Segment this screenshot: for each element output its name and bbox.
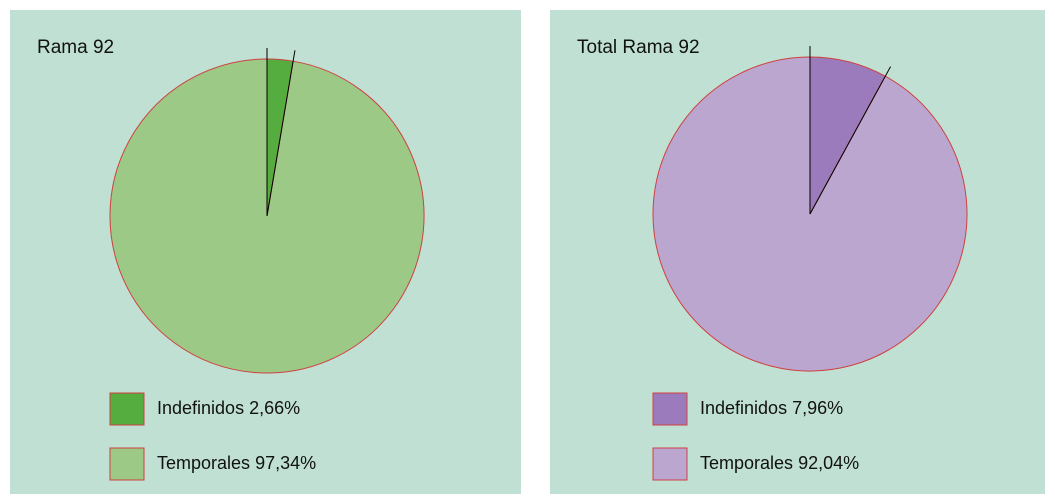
legend-name: Temporales [700, 453, 793, 473]
chart-title: Total Rama 92 [577, 37, 700, 58]
chart-title: Rama 92 [37, 37, 114, 58]
slice-edge [266, 50, 296, 217]
legend-value: 7,96% [792, 398, 843, 418]
legend-entry: Temporales 92,04% [700, 453, 859, 473]
legend-entry: Indefinidos 7,96% [700, 398, 843, 418]
slice-edge [809, 66, 892, 215]
legend-entry: Temporales 97,34% [157, 453, 316, 473]
legend-name: Indefinidos [157, 398, 244, 418]
legend-name: Temporales [157, 453, 250, 473]
legend-name: Indefinidos [700, 398, 787, 418]
legend-entry: Indefinidos 2,66% [157, 398, 300, 418]
legend-swatch [652, 447, 688, 481]
legend-swatch [652, 392, 688, 426]
legend-swatch [109, 392, 145, 426]
legend-swatch [109, 447, 145, 481]
legend-value: 2,66% [249, 398, 300, 418]
legend-value: 92,04% [798, 453, 859, 473]
legend-value: 97,34% [255, 453, 316, 473]
